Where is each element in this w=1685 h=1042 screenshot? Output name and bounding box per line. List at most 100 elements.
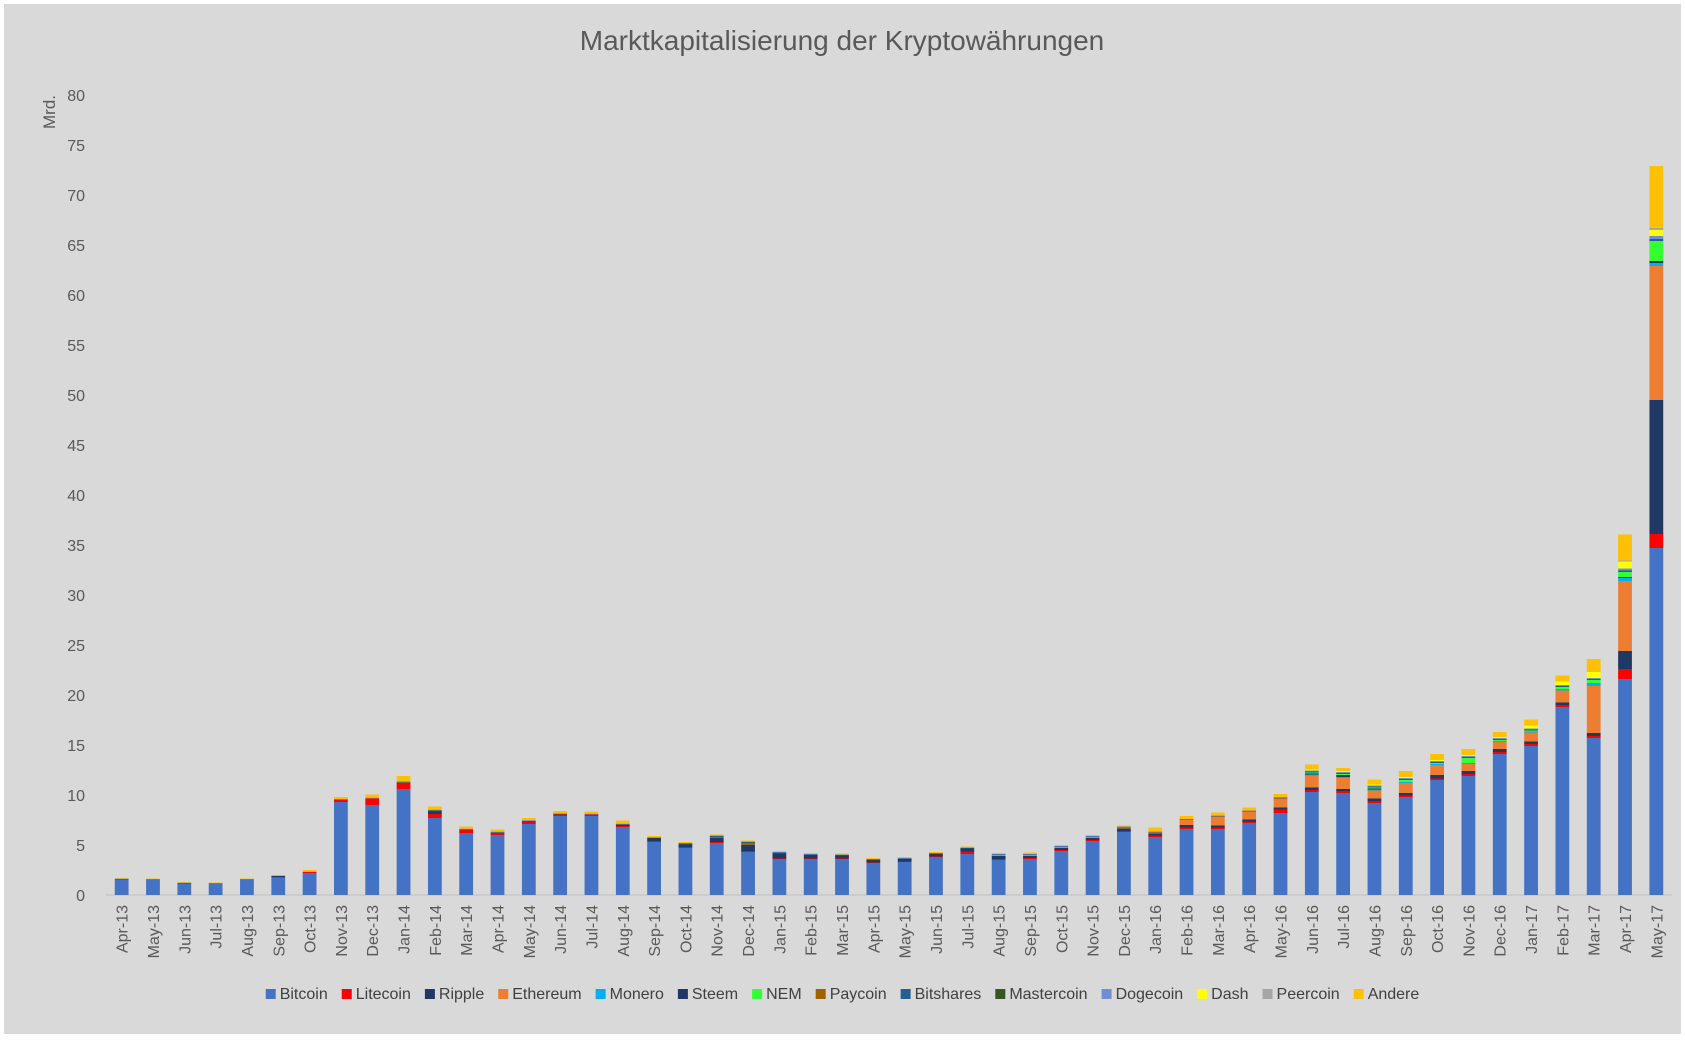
- x-tick-label: Jul-15: [960, 905, 977, 949]
- bar-segment-andere: [991, 853, 1006, 854]
- bar-segment-ripple: [615, 824, 630, 826]
- bar-segment-dogecoin: [615, 824, 630, 825]
- bar-segment-steem: [1649, 261, 1664, 263]
- bar-segment-dogecoin: [365, 798, 380, 799]
- x-tick-label: Mar-15: [835, 905, 852, 956]
- bar-segment-andere: [240, 878, 254, 879]
- bar-segment-bitshares: [1242, 811, 1257, 812]
- x-tick-label: Jan-16: [1148, 905, 1165, 954]
- x-tick-label: Aug-13: [240, 905, 257, 957]
- bar-segment-dogecoin: [396, 781, 411, 783]
- x-tick-label: Dec-14: [741, 905, 758, 957]
- bar-segment-bitcoin: [991, 860, 1006, 895]
- bar-segment-ripple: [991, 856, 1006, 859]
- bar-segment-litecoin: [803, 858, 818, 859]
- bar-segment-bitcoin: [365, 805, 380, 895]
- bar-segment-ethereum: [1586, 686, 1601, 733]
- bar-segment-nem: [1304, 772, 1319, 774]
- bar-segment-bitcoin: [1117, 832, 1131, 895]
- bar-segment-ripple: [1148, 833, 1163, 836]
- bar-segment-paycoin: [741, 843, 755, 845]
- bar-segment-monero: [1430, 764, 1444, 765]
- bar-stack: [459, 826, 474, 895]
- bar-stack: [897, 857, 912, 895]
- legend-item: Dash: [1197, 986, 1249, 1003]
- bar-segment-monero: [1461, 763, 1476, 764]
- bar-segment-ripple: [1054, 848, 1069, 850]
- bar-segment-monero: [1524, 731, 1538, 733]
- bar-stack: [427, 806, 442, 895]
- x-tick-label: May-16: [1274, 905, 1291, 958]
- bar-segment-bitshares: [741, 842, 755, 843]
- legend-label: Mastercoin: [1009, 986, 1087, 1003]
- y-tick-label: 50: [67, 388, 85, 405]
- bar-segment-bitshares: [991, 854, 1006, 855]
- bar-segment-bitcoin: [1148, 837, 1163, 895]
- bar-segment-ethereum: [1430, 765, 1444, 775]
- bar-segment-bitcoin: [1618, 679, 1632, 895]
- bar-segment-mastercoin: [553, 814, 568, 815]
- bar-stack: [1148, 827, 1163, 895]
- bar-stack: [114, 878, 129, 895]
- bar-segment-bitcoin: [521, 824, 536, 895]
- bar-segment-litecoin: [240, 879, 254, 880]
- bar-segment-dogecoin: [427, 810, 442, 811]
- bar-segment-andere: [365, 794, 380, 798]
- legend-swatch: [677, 989, 688, 999]
- bar-segment-ethereum: [991, 855, 1006, 856]
- bar-stack: [991, 853, 1006, 895]
- bar-stack: [584, 811, 599, 895]
- bar-segment-ripple: [1618, 651, 1632, 669]
- bar-segment-andere: [897, 857, 912, 858]
- x-tick-label: Dec-15: [1117, 905, 1134, 957]
- bar-segment-steem: [1336, 775, 1351, 777]
- bar-segment-ripple: [866, 860, 881, 863]
- bar-segment-andere: [490, 829, 505, 832]
- bar-stack: [365, 794, 380, 895]
- bar-segment-peercoin: [334, 799, 348, 800]
- bar-segment-andere: [1430, 754, 1444, 760]
- x-tick-label: Feb-15: [804, 905, 821, 956]
- bar-segment-andere: [803, 853, 818, 854]
- bar-segment-ethereum: [1117, 827, 1131, 829]
- bar-segment-andere: [396, 776, 411, 781]
- legend-item: Ethereum: [498, 986, 582, 1003]
- bar-segment-bitshares: [897, 858, 912, 859]
- x-tick-label: Mar-14: [459, 905, 476, 956]
- bar-segment-dogecoin: [521, 820, 536, 821]
- bar-segment-bitcoin: [1461, 776, 1476, 895]
- bar-stack: [302, 870, 317, 895]
- bar-segment-dogecoin: [866, 859, 881, 860]
- bar-segment-bitcoin: [1179, 829, 1194, 895]
- bar-segment-litecoin: [615, 826, 630, 827]
- legend-label: Ethereum: [512, 986, 581, 1003]
- y-tick-label: 70: [67, 188, 85, 205]
- bar-segment-dogecoin: [1430, 761, 1444, 762]
- bar-segment-bitshares: [1210, 816, 1225, 817]
- bar-segment-litecoin: [553, 814, 568, 816]
- x-tick-label: Jun-13: [177, 905, 194, 954]
- bar-segment-andere: [584, 811, 599, 814]
- y-tick-label: 55: [67, 338, 85, 355]
- bar-segment-ripple: [1461, 771, 1476, 774]
- bar-segment-monero: [1398, 782, 1413, 783]
- bar-stack: [1649, 166, 1664, 895]
- bar-stack: [1555, 675, 1570, 895]
- bar-segment-dogecoin: [835, 854, 849, 855]
- bar-segment-bitcoin: [1242, 823, 1257, 895]
- bar-segment-bitcoin: [1085, 841, 1100, 895]
- bar-segment-dogecoin: [1618, 568, 1632, 571]
- bar-stack: [177, 882, 192, 895]
- bar-segment-bitshares: [960, 848, 975, 849]
- bar-segment-andere: [521, 818, 536, 820]
- x-tick-label: Feb-16: [1180, 905, 1197, 956]
- bar-segment-dogecoin: [678, 843, 693, 844]
- bar-segment-litecoin: [1304, 790, 1319, 792]
- bar-segment-bitcoin: [835, 859, 849, 895]
- bar-segment-dogecoin: [1117, 826, 1131, 827]
- bar-segment-litecoin: [1242, 821, 1257, 823]
- legend-item: Dogecoin: [1101, 986, 1183, 1003]
- bar-stack: [678, 842, 693, 895]
- bar-stack: [1367, 779, 1382, 895]
- legend-label: Bitcoin: [280, 986, 328, 1003]
